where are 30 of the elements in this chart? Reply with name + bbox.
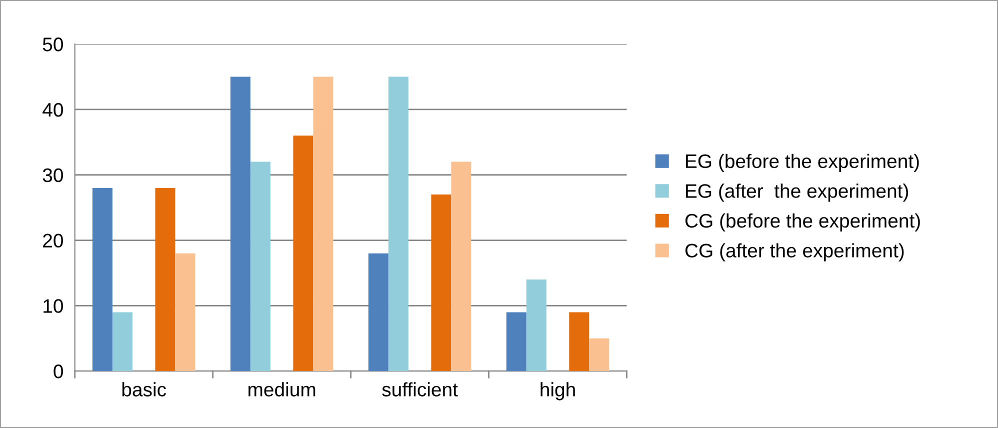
- x-tick-label: basic: [122, 382, 166, 396]
- bar: [569, 312, 590, 372]
- x-tick-label: sufficient: [382, 382, 458, 396]
- bar: [293, 136, 314, 372]
- y-tick-label: 0: [54, 364, 63, 378]
- bar: [250, 162, 270, 372]
- x-tick-label: high: [540, 382, 575, 400]
- bar: [92, 188, 112, 372]
- y-tick-label: 10: [44, 299, 63, 313]
- legend-label: EG (before the experiment): [686, 154, 919, 172]
- bar: [589, 338, 610, 372]
- y-tick-label: 40: [42, 102, 63, 117]
- bar: [368, 253, 388, 372]
- bar: [526, 280, 546, 372]
- bar: [388, 76, 408, 372]
- bar: [155, 188, 176, 372]
- bar: [451, 162, 472, 372]
- bar: [313, 76, 334, 372]
- bar: [112, 312, 132, 372]
- y-tick-label: 20: [43, 234, 63, 248]
- bar: [175, 253, 196, 372]
- legend-label: CG (before the experiment): [685, 213, 920, 232]
- bar: [431, 194, 452, 372]
- bar: [506, 312, 526, 372]
- legend-label: EG (after the experiment): [686, 184, 908, 202]
- x-tick-label: medium: [248, 382, 316, 396]
- y-tick-label: 50: [42, 38, 63, 52]
- bar: [230, 76, 250, 372]
- y-tick-label: 30: [42, 168, 63, 182]
- legend-label: CG (after the experiment): [685, 243, 904, 262]
